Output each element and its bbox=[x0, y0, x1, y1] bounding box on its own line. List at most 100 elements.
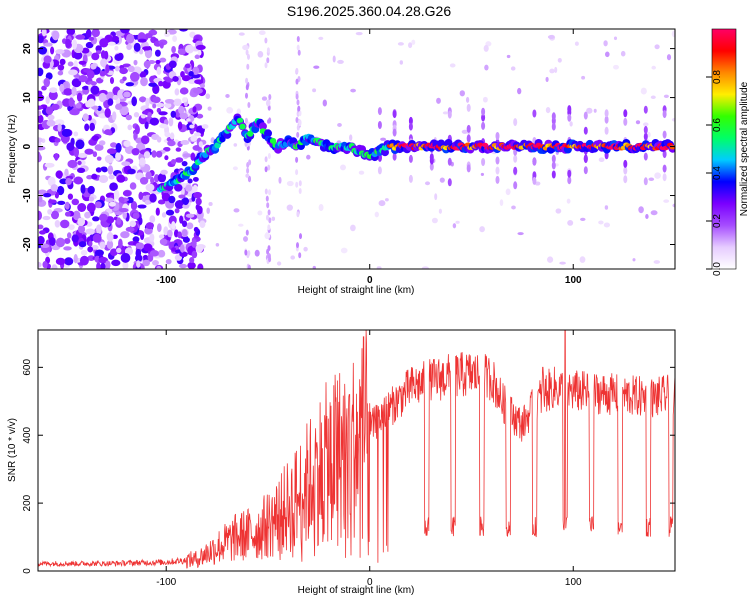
faint-streak bbox=[296, 242, 299, 249]
faint-speckle bbox=[510, 66, 516, 71]
noise-speckle bbox=[177, 121, 183, 130]
noise-speckle bbox=[161, 192, 171, 202]
snr-panel: -100 0 100 0 200 400 600 Height of straight l… bbox=[7, 329, 676, 596]
snr-x-axis-label: Height of straight line (km) bbox=[298, 585, 415, 596]
noise-speckle bbox=[172, 75, 179, 82]
noise-speckle bbox=[138, 48, 144, 55]
noise-speckle bbox=[179, 244, 185, 253]
noise-speckle bbox=[193, 87, 203, 94]
noise-speckle bbox=[115, 103, 123, 110]
faint-streak bbox=[266, 248, 270, 255]
tick-label: 600 bbox=[22, 359, 33, 376]
snr-series-line bbox=[38, 330, 675, 569]
tone-sideband bbox=[447, 110, 452, 119]
noise-speckle bbox=[44, 162, 55, 168]
tick-label: 400 bbox=[22, 426, 33, 443]
faint-speckle bbox=[484, 64, 489, 71]
noise-speckle bbox=[39, 230, 46, 235]
faint-streak bbox=[298, 180, 302, 187]
tone-sideband bbox=[532, 109, 537, 118]
noise-speckle bbox=[119, 67, 128, 75]
faint-speckle bbox=[226, 107, 234, 114]
faint-speckle bbox=[318, 36, 324, 40]
heatmap-x-ticks: -100 0 100 bbox=[156, 29, 582, 286]
noise-speckle bbox=[192, 184, 198, 193]
noise-speckle bbox=[191, 250, 198, 259]
noise-speckle bbox=[115, 151, 122, 161]
noise-speckle bbox=[142, 259, 151, 267]
faint-speckle bbox=[431, 217, 438, 224]
noise-speckle bbox=[51, 30, 60, 41]
faint-streak bbox=[267, 164, 271, 171]
faint-streak bbox=[296, 131, 300, 138]
noise-speckle bbox=[78, 60, 87, 65]
noise-speckle bbox=[174, 183, 183, 192]
noise-speckle bbox=[38, 210, 43, 221]
faint-speckle bbox=[651, 65, 656, 70]
noise-speckle bbox=[88, 240, 93, 247]
noise-speckle bbox=[184, 63, 191, 69]
faint-speckle bbox=[645, 213, 649, 220]
colorbar-gradient bbox=[712, 29, 736, 269]
noise-speckle bbox=[194, 132, 201, 137]
faint-speckle bbox=[286, 180, 294, 187]
noise-speckle bbox=[192, 144, 202, 151]
faint-streak bbox=[295, 169, 299, 176]
tone-sideband bbox=[567, 108, 572, 117]
snr-y-axis-label: SNR (10 * v/v) bbox=[7, 418, 18, 482]
noise-speckle bbox=[120, 252, 131, 263]
tone-sideband bbox=[567, 176, 572, 185]
noise-speckle bbox=[182, 97, 188, 103]
noise-speckle bbox=[168, 195, 176, 204]
noise-speckle bbox=[77, 217, 86, 227]
faint-speckle bbox=[654, 172, 661, 179]
faint-speckle bbox=[312, 265, 316, 269]
faint-speckle bbox=[303, 246, 308, 252]
noise-speckle bbox=[72, 39, 78, 50]
tone-sideband bbox=[495, 156, 500, 165]
noise-speckle bbox=[38, 224, 44, 230]
ridge-core bbox=[239, 123, 246, 130]
noise-speckle bbox=[139, 177, 149, 185]
noise-speckle bbox=[56, 185, 65, 196]
faint-speckle bbox=[265, 99, 271, 107]
noise-speckle bbox=[47, 176, 56, 187]
faint-speckle bbox=[318, 204, 324, 211]
noise-speckle bbox=[99, 70, 106, 77]
noise-speckle bbox=[139, 96, 147, 103]
faint-streak bbox=[247, 102, 251, 108]
noise-speckle bbox=[57, 70, 64, 76]
tone-sideband bbox=[429, 162, 434, 171]
noise-speckle bbox=[144, 48, 153, 59]
noise-speckle bbox=[80, 249, 88, 256]
noise-speckle bbox=[104, 197, 114, 203]
faint-speckle bbox=[480, 172, 485, 176]
tone-sideband bbox=[466, 164, 471, 173]
noise-speckle bbox=[42, 215, 51, 221]
faint-speckle bbox=[663, 94, 669, 98]
noise-speckle bbox=[88, 196, 95, 202]
noise-speckle bbox=[182, 236, 190, 243]
noise-speckle bbox=[43, 55, 52, 64]
noise-speckle bbox=[132, 212, 140, 220]
noise-speckle bbox=[116, 247, 122, 253]
noise-speckle bbox=[149, 233, 155, 242]
faint-speckle bbox=[465, 96, 470, 103]
faint-speckle bbox=[654, 44, 660, 50]
noise-speckle bbox=[48, 90, 58, 101]
noise-speckle bbox=[84, 123, 90, 132]
faint-streak bbox=[296, 124, 300, 131]
noise-speckle bbox=[89, 122, 95, 132]
noise-speckle bbox=[152, 260, 159, 266]
noise-speckle bbox=[92, 151, 98, 158]
noise-speckle bbox=[195, 204, 201, 211]
noise-speckle bbox=[143, 243, 153, 252]
noise-speckle bbox=[113, 189, 120, 200]
faint-speckle bbox=[197, 50, 202, 56]
tick-label: 0 bbox=[22, 143, 33, 149]
noise-speckle bbox=[84, 148, 94, 155]
tick-label: 100 bbox=[565, 275, 582, 286]
noise-speckle bbox=[114, 53, 123, 61]
